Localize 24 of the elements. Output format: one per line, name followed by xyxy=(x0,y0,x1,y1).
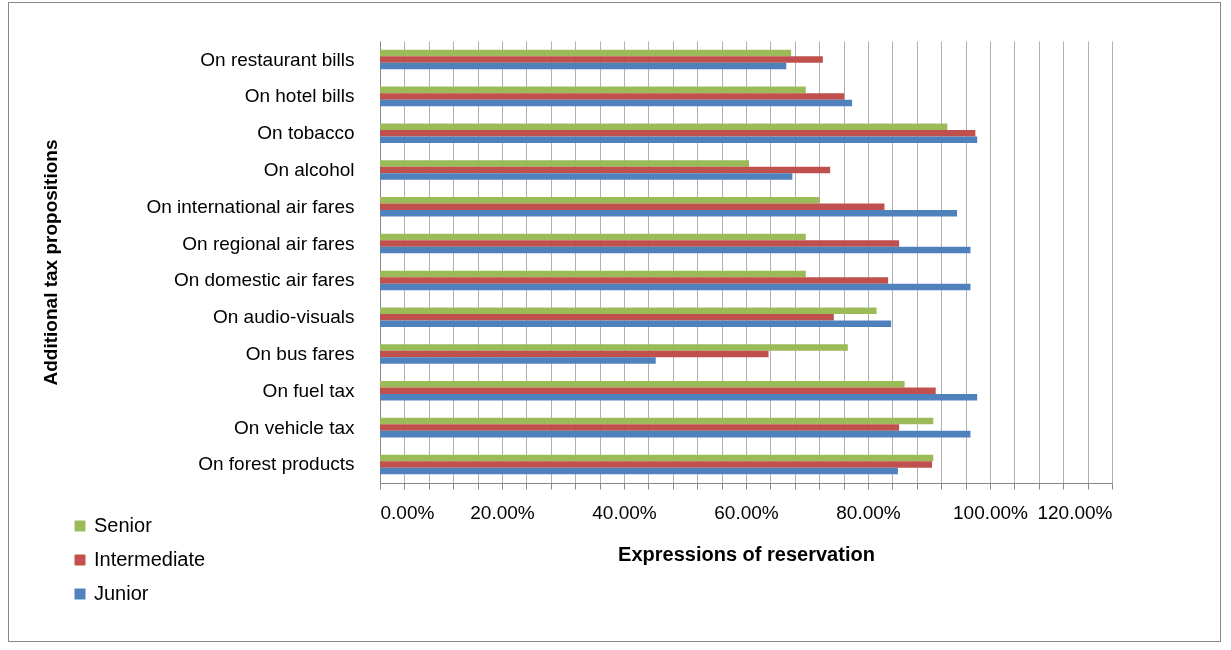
x-tick-label: 100.00% xyxy=(952,501,1029,523)
x-tick-label: 80.00% xyxy=(836,501,901,523)
y-tick-label: On fuel tax xyxy=(262,379,355,401)
x-tick-label: 40.00% xyxy=(592,501,657,523)
y-tick-label: On audio-visuals xyxy=(212,306,355,328)
x-tick-label: 0.00% xyxy=(380,501,435,523)
y-tick-label: On alcohol xyxy=(263,158,355,180)
y-tick-label: On domestic air fares xyxy=(173,269,355,291)
y-tick-label: On bus fares xyxy=(245,343,355,365)
x-tick-label: 20.00% xyxy=(470,501,535,523)
x-tick-label: 120.00% xyxy=(1037,501,1113,523)
legend-label: Junior xyxy=(94,582,149,604)
y-tick-label: On hotel bills xyxy=(244,85,355,107)
y-tick-label: On vehicle tax xyxy=(234,416,355,438)
x-tick-label: 60.00% xyxy=(714,501,779,523)
y-tick-label: On restaurant bills xyxy=(200,48,355,70)
y-axis-title: Additional tax propositions xyxy=(39,139,61,386)
legend-label: Intermediate xyxy=(94,548,206,570)
x-axis-title: Expressions of reservation xyxy=(618,542,875,565)
y-tick-label: On tobacco xyxy=(257,122,355,144)
y-tick-label: On forest products xyxy=(198,453,355,475)
legend-label: Senior xyxy=(94,514,153,536)
y-tick-label: On international air fares xyxy=(146,195,355,217)
y-tick-label: On regional air fares xyxy=(182,232,355,254)
